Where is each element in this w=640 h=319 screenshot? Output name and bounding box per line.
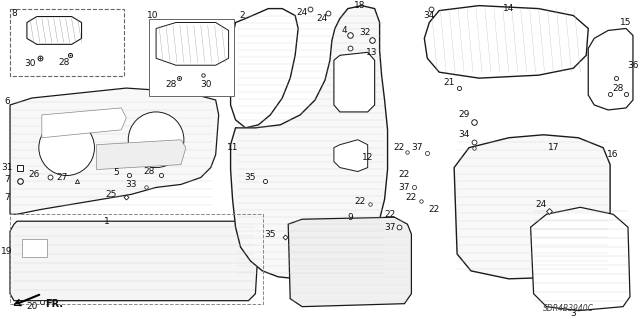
Text: 5: 5	[113, 168, 119, 177]
Polygon shape	[22, 239, 47, 257]
Text: 29: 29	[458, 110, 470, 119]
Polygon shape	[531, 207, 630, 311]
Text: 12: 12	[362, 153, 373, 162]
Text: 37: 37	[384, 223, 396, 232]
Text: 10: 10	[147, 11, 159, 20]
Text: 3: 3	[570, 309, 576, 318]
Text: 6: 6	[4, 98, 10, 107]
Text: 28: 28	[165, 80, 177, 89]
Bar	[149, 19, 234, 96]
Text: 37: 37	[399, 183, 410, 192]
Text: 32: 32	[359, 28, 371, 37]
Text: 17: 17	[548, 143, 559, 152]
Polygon shape	[588, 28, 633, 110]
Text: 22: 22	[384, 210, 395, 219]
Circle shape	[39, 120, 95, 175]
Text: 11: 11	[227, 143, 238, 152]
Text: 4: 4	[342, 26, 348, 35]
Circle shape	[128, 112, 184, 167]
Text: 35: 35	[244, 173, 256, 182]
Text: 24: 24	[296, 8, 308, 17]
Text: 35: 35	[264, 230, 276, 239]
Text: 31: 31	[1, 163, 13, 172]
Text: 2: 2	[240, 11, 245, 20]
Polygon shape	[10, 88, 219, 214]
Text: 1: 1	[104, 217, 109, 226]
Polygon shape	[288, 217, 412, 307]
Polygon shape	[334, 52, 374, 112]
Text: 8: 8	[11, 9, 17, 18]
Text: 30: 30	[24, 59, 36, 68]
Text: 27: 27	[56, 173, 67, 182]
Text: 28: 28	[58, 58, 69, 67]
Text: 33: 33	[125, 180, 137, 189]
Text: 7: 7	[4, 175, 10, 184]
Polygon shape	[454, 135, 610, 279]
Polygon shape	[97, 140, 186, 169]
Polygon shape	[424, 6, 588, 78]
Text: SDR4B3940C: SDR4B3940C	[543, 304, 594, 313]
Text: 22: 22	[394, 143, 405, 152]
Text: 18: 18	[354, 1, 365, 10]
Text: 13: 13	[366, 48, 378, 57]
Polygon shape	[27, 17, 81, 44]
Text: 22: 22	[354, 197, 365, 206]
Text: 26: 26	[28, 170, 40, 179]
Text: 9: 9	[347, 213, 353, 222]
Polygon shape	[10, 221, 259, 301]
Text: FR.: FR.	[45, 299, 63, 309]
Text: 16: 16	[607, 150, 619, 159]
Text: 20: 20	[26, 302, 38, 311]
Text: 36: 36	[627, 61, 639, 70]
Text: 24: 24	[316, 14, 328, 23]
Text: 37: 37	[412, 143, 423, 152]
Polygon shape	[334, 140, 368, 172]
Text: 24: 24	[535, 200, 546, 209]
Text: 25: 25	[106, 190, 117, 199]
Text: 34: 34	[458, 130, 470, 139]
Polygon shape	[156, 23, 228, 65]
Polygon shape	[230, 9, 298, 128]
Bar	[10, 214, 264, 304]
Text: 22: 22	[399, 170, 410, 179]
Bar	[10, 9, 124, 76]
Text: 30: 30	[200, 80, 211, 89]
Polygon shape	[42, 108, 126, 138]
Text: 28: 28	[143, 167, 155, 176]
Text: 34: 34	[424, 11, 435, 20]
Text: 15: 15	[620, 18, 632, 27]
Text: 28: 28	[612, 84, 624, 93]
Polygon shape	[230, 6, 388, 279]
Text: 14: 14	[503, 4, 515, 13]
Text: 22: 22	[406, 193, 417, 202]
Text: 22: 22	[429, 205, 440, 214]
Text: 21: 21	[444, 78, 455, 87]
Text: 19: 19	[1, 247, 13, 256]
Text: 7: 7	[4, 193, 10, 202]
